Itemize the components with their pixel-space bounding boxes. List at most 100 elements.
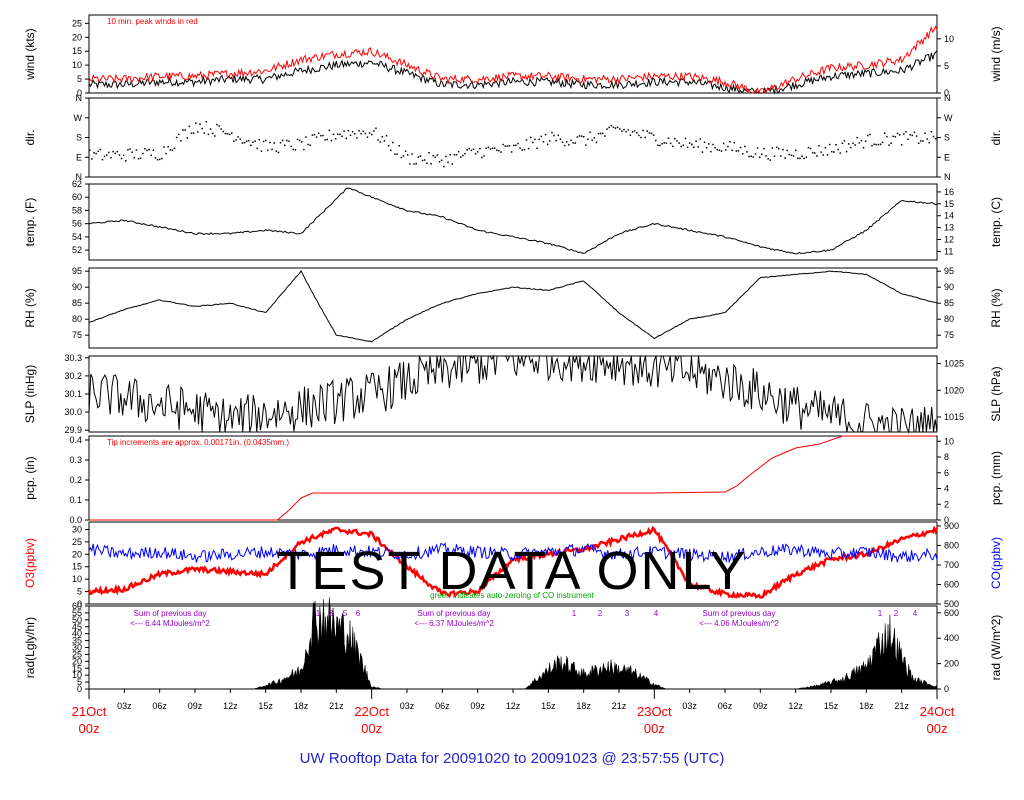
wind-direction-point	[750, 155, 752, 157]
wind-direction-point	[655, 139, 657, 142]
x-tick-label: 21z	[612, 701, 627, 711]
y-tick-label: 25	[72, 537, 82, 547]
y-tick-label-right: 0	[944, 88, 949, 98]
wind-direction-point	[186, 137, 189, 139]
wind-direction-point	[294, 149, 297, 151]
y-tick-label: 45	[72, 622, 82, 632]
wind-direction-point	[508, 145, 511, 147]
wind-direction-point	[869, 133, 871, 136]
wind-direction-point	[413, 163, 415, 165]
series-line	[88, 354, 938, 434]
y-tick-label: 0.2	[69, 475, 82, 485]
y-tick-label: 50	[72, 615, 82, 625]
wind-direction-point	[599, 132, 602, 135]
wind-direction-point	[275, 150, 278, 152]
y-tick-label-right: 95	[944, 266, 954, 276]
y-tick-label: 62	[72, 179, 82, 189]
wind-direction-point	[443, 165, 445, 168]
x-tick-label: 03z	[400, 701, 415, 711]
x-tick-label: 18z	[576, 701, 591, 711]
wind-direction-point	[239, 138, 242, 140]
x-tick-label: 03z	[682, 701, 697, 711]
daily-total-value: <--- 6.37 MJoules/m^2	[414, 619, 494, 628]
wind-direction-point	[854, 144, 856, 146]
wind-direction-point	[362, 130, 364, 132]
wind-direction-point	[900, 143, 903, 146]
wind-direction-point	[811, 151, 814, 154]
y-axis-title-right: CO(ppbv)	[989, 537, 1003, 589]
wind-direction-point	[286, 139, 288, 142]
wind-direction-point	[782, 148, 784, 151]
wind-direction-point	[97, 150, 99, 153]
y-tick-label-right: 15	[944, 199, 954, 209]
wind-direction-point	[888, 144, 890, 146]
wind-direction-point	[252, 141, 254, 143]
hour-mark: 1	[878, 609, 883, 618]
panel-frame	[88, 267, 938, 349]
y-axis-title: SLP (inHg)	[23, 365, 37, 423]
y-tick-label: 58	[72, 205, 82, 215]
wind-direction-point	[644, 136, 646, 139]
wind-direction-point	[451, 163, 454, 165]
wind-direction-point	[809, 147, 812, 150]
wind-direction-point	[714, 147, 716, 149]
wind-direction-point	[820, 151, 822, 153]
wind-direction-point	[763, 147, 765, 150]
wind-direction-point	[710, 150, 712, 153]
wind-direction-point	[896, 132, 899, 135]
wind-direction-point	[551, 131, 553, 134]
wind-direction-point	[99, 148, 102, 151]
wind-direction-point	[519, 147, 521, 149]
wind-direction-point	[256, 147, 258, 150]
wind-direction-point	[765, 155, 767, 157]
x-tick-label: 18z	[859, 701, 874, 711]
wind-direction-point	[797, 157, 799, 159]
wind-direction-point	[309, 144, 311, 146]
y-tick-label: 55	[72, 608, 82, 618]
wind-direction-point	[614, 127, 617, 129]
wind-direction-point	[727, 145, 729, 148]
wind-direction-point	[701, 151, 704, 153]
y-tick-label-right: 600	[944, 608, 959, 618]
y-tick-label-right: 11	[944, 246, 953, 256]
wind-direction-point	[154, 157, 157, 159]
y-tick-label: 20	[72, 549, 82, 559]
y-tick-label: 25	[72, 649, 82, 659]
wind-direction-point	[387, 144, 390, 147]
wind-direction-point	[489, 148, 492, 150]
wind-direction-point	[479, 147, 481, 150]
wind-direction-point	[835, 143, 837, 146]
wind-direction-point	[135, 149, 138, 151]
wind-direction-point	[150, 154, 152, 157]
wind-direction-point	[788, 153, 791, 156]
wind-direction-point	[226, 133, 229, 135]
wind-direction-point	[95, 152, 97, 155]
series-line	[88, 25, 938, 95]
wind-direction-point	[173, 147, 176, 150]
wind-direction-point	[527, 147, 530, 150]
wind-direction-point	[243, 141, 246, 144]
y-axis-title: temp. (F)	[23, 198, 37, 247]
wind-direction-point	[339, 133, 341, 136]
hour-mark: 2	[598, 609, 603, 618]
wind-direction-point	[404, 150, 407, 153]
wind-direction-point	[417, 156, 420, 158]
wind-direction-point	[735, 150, 738, 152]
wind-direction-point	[345, 137, 348, 140]
wind-direction-point	[326, 138, 328, 141]
wind-direction-point	[688, 142, 691, 144]
wind-direction-point	[258, 139, 261, 141]
y-tick-label: 30.3	[64, 353, 82, 363]
hour-mark: 3	[625, 609, 630, 618]
wind-direction-point	[837, 148, 839, 151]
y-axis-title: dir.	[23, 129, 37, 145]
y-axis-title-right: temp. (C)	[989, 197, 1003, 247]
wind-direction-point	[332, 133, 335, 136]
wind-direction-point	[504, 145, 507, 147]
wind-direction-point	[682, 144, 685, 146]
wind-direction-point	[402, 155, 405, 157]
wind-direction-point	[211, 132, 214, 135]
wind-direction-point	[892, 135, 894, 138]
wind-direction-point	[731, 149, 733, 152]
y-tick-label-right: 2	[944, 499, 949, 509]
